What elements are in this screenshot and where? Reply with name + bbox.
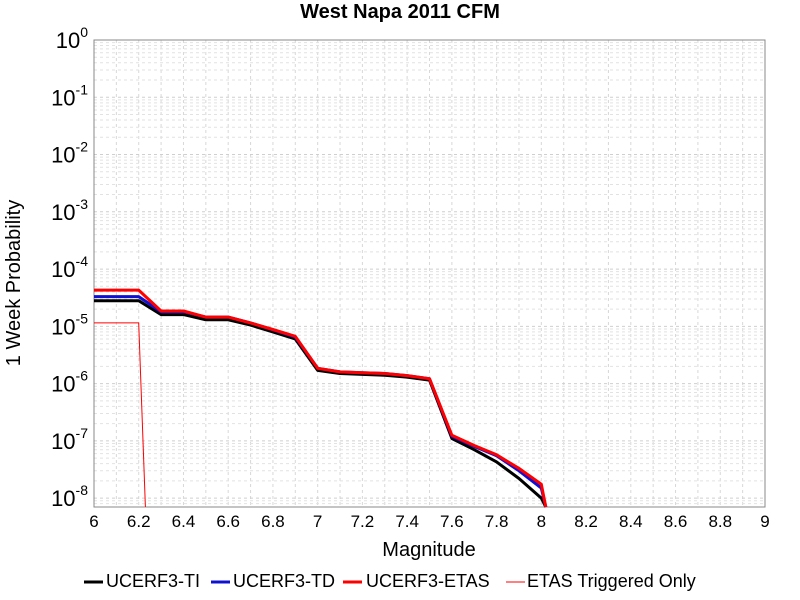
x-tick-label: 6.2	[127, 512, 151, 531]
x-tick-label: 8	[537, 512, 546, 531]
plot-area	[93, 39, 766, 508]
y-axis-label: 1 Week Probability	[3, 200, 25, 366]
series-line-ucerf3-td	[94, 295, 548, 508]
y-tick-label: 100	[56, 24, 88, 53]
legend-label-ucerf3-td: UCERF3-TD	[233, 571, 335, 591]
y-tick-label: 10-1	[51, 81, 88, 110]
y-tick-label: 10-6	[51, 368, 88, 397]
series-line-ucerf3-etas	[94, 288, 548, 508]
y-tick-label: 10-3	[51, 196, 88, 225]
x-axis-ticks: 6 6.2 6.4 6.6 6.8 7 7.2 7.4 7.6 7.8 8 8.2 8.4 8.6 8.8 9	[89, 512, 769, 531]
legend-label-ucerf3-etas: UCERF3-ETAS	[366, 571, 490, 591]
x-tick-label: 7.2	[351, 512, 375, 531]
legend-label-ucerf3-ti: UCERF3-TI	[106, 571, 200, 591]
x-tick-label: 8.6	[664, 512, 688, 531]
x-tick-label: 7.8	[485, 512, 509, 531]
x-tick-label: 7.4	[395, 512, 419, 531]
y-tick-label: 10-8	[51, 482, 88, 511]
y-tick-label: 10-7	[51, 425, 88, 454]
x-tick-label: 7.6	[440, 512, 464, 531]
x-tick-label: 8.4	[619, 512, 643, 531]
x-tick-label: 8.8	[708, 512, 732, 531]
x-tick-label: 8.2	[574, 512, 598, 531]
x-tick-label: 6.8	[261, 512, 285, 531]
y-axis-ticks: 100 10-1 10-2 10-3 10-4 10-5 10-6 10-7 10-8	[51, 24, 88, 511]
plot-grid	[93, 39, 766, 508]
chart-title: West Napa 2011 CFM	[300, 1, 500, 23]
x-tick-label: 7	[313, 512, 322, 531]
y-tick-label: 10-2	[51, 139, 88, 168]
x-axis-label: Magnitude	[382, 539, 475, 561]
x-tick-label: 9	[760, 512, 769, 531]
series-layer	[94, 288, 548, 508]
x-tick-label: 6.6	[216, 512, 240, 531]
legend-label-etas-triggered-only: ETAS Triggered Only	[527, 571, 696, 591]
series-line-etas-triggered-only	[94, 322, 146, 508]
y-tick-label: 10-5	[51, 310, 88, 339]
x-tick-label: 6	[89, 512, 98, 531]
series-line-ucerf3-ti	[94, 299, 548, 508]
y-tick-label: 10-4	[51, 253, 88, 282]
legend: UCERF3-TI UCERF3-TD UCERF3-ETAS ETAS Trigge…	[84, 571, 696, 591]
x-tick-label: 6.4	[172, 512, 196, 531]
